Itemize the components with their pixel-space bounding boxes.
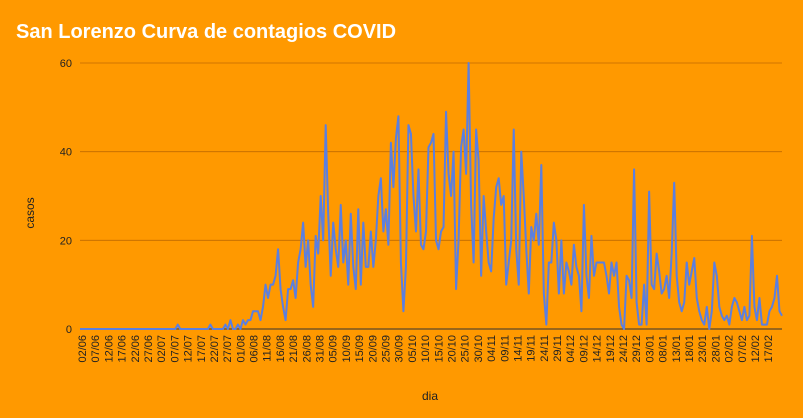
x-tick-label: 16/08 [275, 335, 287, 363]
x-tick-label: 13/01 [671, 335, 683, 363]
x-tick-label: 31/08 [315, 335, 327, 363]
y-tick-label: 40 [60, 147, 72, 159]
x-tick-label: 02/06 [77, 335, 89, 363]
x-tick-label: 29/12 [631, 335, 643, 363]
x-tick-label: 15/10 [433, 335, 445, 363]
x-tick-label: 17/06 [117, 335, 129, 363]
x-tick-label: 29/11 [552, 335, 564, 362]
x-tick-label: 02/07 [156, 335, 168, 363]
y-tick-label: 0 [66, 324, 72, 336]
x-tick-label: 24/12 [618, 335, 630, 363]
x-tick-label: 05/10 [407, 335, 419, 363]
x-tick-label: 10/10 [420, 335, 432, 363]
y-tick-label: 20 [60, 235, 72, 247]
x-tick-label: 17/02 [763, 335, 775, 363]
x-axis-label: dia [422, 389, 438, 403]
x-tick-label: 12/07 [183, 335, 195, 363]
x-tick-label: 04/12 [565, 335, 577, 363]
x-tick-label: 14/12 [592, 335, 604, 363]
x-tick-label: 30/09 [394, 335, 406, 363]
x-tick-label: 10/09 [341, 335, 353, 363]
x-tick-label: 03/01 [644, 335, 656, 363]
x-tick-label: 14/11 [513, 335, 525, 362]
y-tick-labels: 0 20 40 60 [60, 58, 72, 336]
x-tick-label: 27/07 [222, 335, 234, 363]
y-tick-label: 60 [60, 58, 72, 70]
x-tick-label: 01/08 [235, 335, 247, 363]
series-line [80, 62, 783, 330]
x-tick-label: 24/11 [539, 335, 551, 362]
x-tick-label: 19/11 [526, 335, 538, 362]
x-tick-label: 20/10 [447, 335, 459, 363]
x-tick-label: 07/02 [737, 335, 749, 363]
x-tick-label: 02/02 [724, 335, 736, 363]
x-tick-label: 19/12 [605, 335, 617, 363]
x-tick-label: 11/08 [262, 335, 274, 362]
x-tick-label: 20/09 [367, 335, 379, 363]
x-tick-label: 17/07 [196, 335, 208, 363]
chart-title: San Lorenzo Curva de contagios COVID [16, 21, 396, 43]
x-tick-label: 18/01 [684, 335, 696, 363]
y-axis-label: casos [23, 197, 37, 228]
x-tick-labels: 02/06 07/06 12/06 17/06 22/06 27/06 02/07 07/07… [77, 335, 775, 363]
x-tick-label: 08/01 [658, 335, 670, 363]
x-tick-label: 06/08 [249, 335, 261, 363]
x-tick-label: 30/10 [473, 335, 485, 363]
x-tick-label: 04/11 [486, 335, 498, 362]
x-tick-label: 09/12 [578, 335, 590, 363]
x-tick-label: 27/06 [143, 335, 155, 363]
x-tick-label: 26/08 [301, 335, 313, 363]
x-tick-label: 07/07 [169, 335, 181, 363]
x-tick-label: 05/09 [328, 335, 340, 363]
x-tick-label: 21/08 [288, 335, 300, 363]
x-tick-label: 12/02 [750, 335, 762, 363]
x-tick-label: 22/07 [209, 335, 221, 363]
x-tick-label: 22/06 [130, 335, 142, 363]
x-tick-label: 12/06 [103, 335, 115, 363]
x-tick-label: 25/09 [381, 335, 393, 363]
x-tick-label: 07/06 [90, 335, 102, 363]
x-tick-label: 15/09 [354, 335, 366, 363]
x-tick-label: 28/01 [710, 335, 722, 363]
x-tick-label: 09/11 [499, 335, 511, 362]
x-tick-label: 25/10 [460, 335, 472, 363]
x-tick-label: 23/01 [697, 335, 709, 363]
